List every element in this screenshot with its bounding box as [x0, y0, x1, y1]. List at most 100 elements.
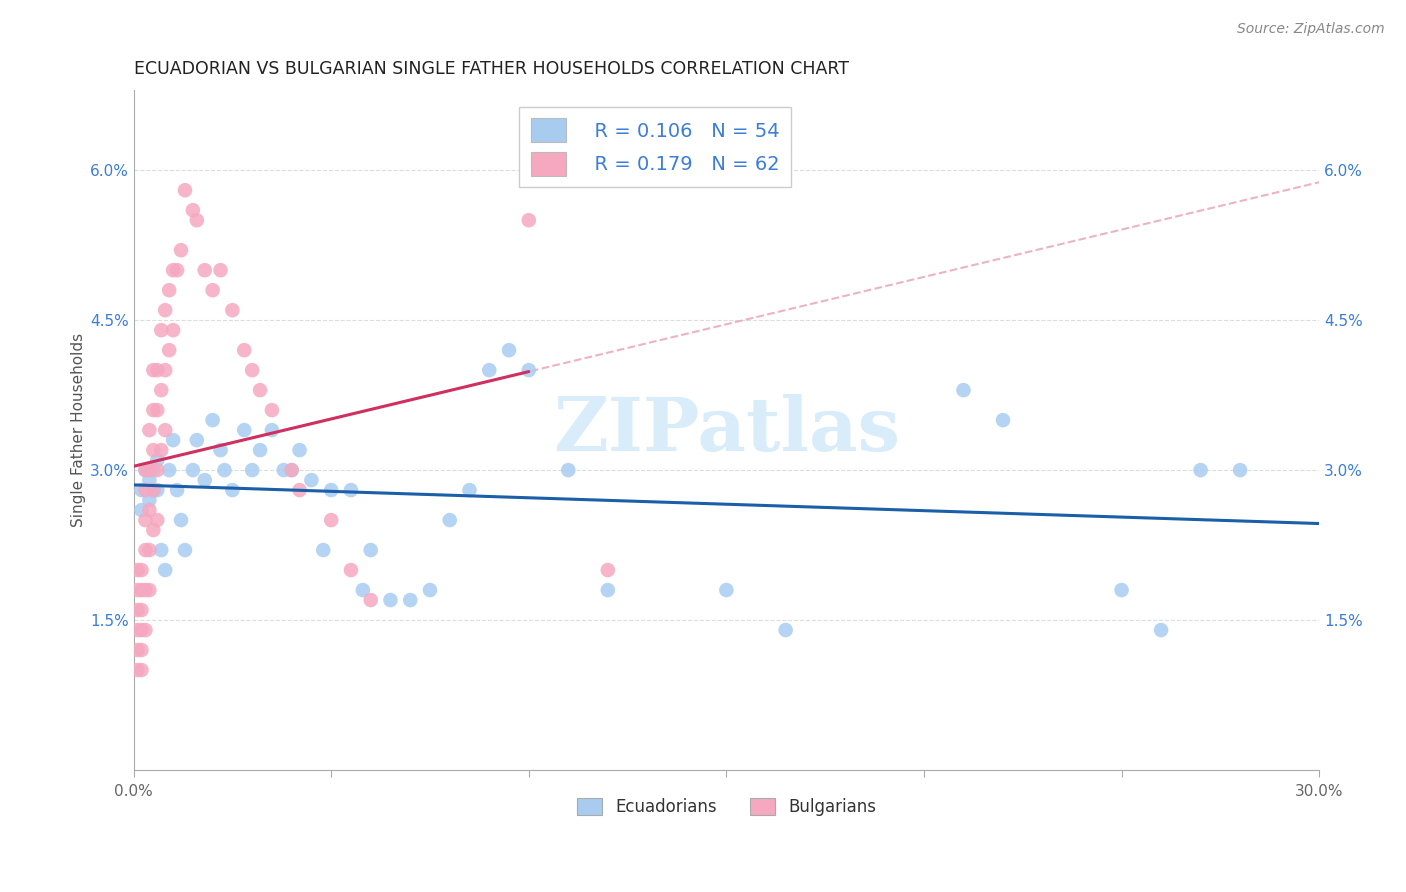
Point [138, 493, 160, 508]
Point [419, 583, 441, 598]
Point [280, 463, 302, 477]
Point [142, 463, 165, 477]
Text: ZIPatlas: ZIPatlas [553, 393, 900, 467]
Text: Source: ZipAtlas.com: Source: ZipAtlas.com [1237, 22, 1385, 37]
Point [162, 263, 184, 277]
Point [299, 473, 322, 487]
Point [134, 463, 156, 477]
Point [194, 473, 217, 487]
Point [138, 583, 160, 598]
Point [153, 363, 176, 377]
Point [127, 623, 149, 637]
Point [162, 433, 184, 447]
Point [249, 443, 271, 458]
Point [596, 583, 619, 598]
Point [134, 623, 156, 637]
Point [233, 423, 256, 437]
Point [170, 513, 193, 527]
Point [157, 343, 180, 358]
Point [146, 463, 169, 477]
Point [214, 463, 236, 477]
Point [150, 323, 173, 337]
Point [458, 483, 481, 497]
Text: ECUADORIAN VS BULGARIAN SINGLE FATHER HOUSEHOLDS CORRELATION CHART: ECUADORIAN VS BULGARIAN SINGLE FATHER HO… [134, 60, 849, 78]
Point [201, 283, 224, 297]
Point [209, 263, 232, 277]
Point [240, 363, 263, 377]
Point [174, 543, 197, 558]
Point [150, 543, 173, 558]
Point [186, 433, 208, 447]
Point [138, 473, 160, 487]
Point [146, 363, 169, 377]
Point [142, 483, 165, 497]
Point [340, 563, 363, 577]
Point [209, 443, 232, 458]
Point [221, 303, 243, 318]
Point [170, 243, 193, 257]
Y-axis label: Single Father Households: Single Father Households [72, 333, 86, 527]
Point [166, 483, 188, 497]
Point [439, 513, 461, 527]
Point [280, 463, 302, 477]
Point [134, 513, 156, 527]
Point [138, 463, 160, 477]
Point [517, 213, 540, 227]
Point [194, 263, 217, 277]
Point [142, 443, 165, 458]
Point [716, 583, 738, 598]
Point [1150, 623, 1173, 637]
Point [1189, 463, 1212, 477]
Point [142, 483, 165, 497]
Point [360, 593, 382, 607]
Point [498, 343, 520, 358]
Point [312, 543, 335, 558]
Point [138, 503, 160, 517]
Point [181, 203, 204, 218]
Point [1111, 583, 1133, 598]
Point [233, 343, 256, 358]
Point [166, 263, 188, 277]
Point [360, 543, 382, 558]
Point [131, 663, 153, 677]
Point [134, 463, 156, 477]
Point [157, 283, 180, 297]
Legend: Ecuadorians, Bulgarians: Ecuadorians, Bulgarians [569, 791, 883, 822]
Point [127, 583, 149, 598]
Point [952, 383, 974, 397]
Point [221, 483, 243, 497]
Point [127, 663, 149, 677]
Point [478, 363, 501, 377]
Point [399, 593, 422, 607]
Point [146, 403, 169, 417]
Point [991, 413, 1014, 427]
Point [134, 483, 156, 497]
Point [138, 423, 160, 437]
Point [146, 483, 169, 497]
Point [186, 213, 208, 227]
Point [153, 563, 176, 577]
Point [557, 463, 579, 477]
Point [134, 543, 156, 558]
Point [142, 363, 165, 377]
Point [1229, 463, 1251, 477]
Point [517, 363, 540, 377]
Point [273, 463, 295, 477]
Point [181, 463, 204, 477]
Point [127, 603, 149, 617]
Point [131, 643, 153, 657]
Point [596, 563, 619, 577]
Point [240, 463, 263, 477]
Point [288, 443, 311, 458]
Point [260, 403, 283, 417]
Point [127, 643, 149, 657]
Point [131, 583, 153, 598]
Point [153, 303, 176, 318]
Point [150, 443, 173, 458]
Point [321, 483, 343, 497]
Point [380, 593, 402, 607]
Point [352, 583, 374, 598]
Point [157, 463, 180, 477]
Point [134, 583, 156, 598]
Point [340, 483, 363, 497]
